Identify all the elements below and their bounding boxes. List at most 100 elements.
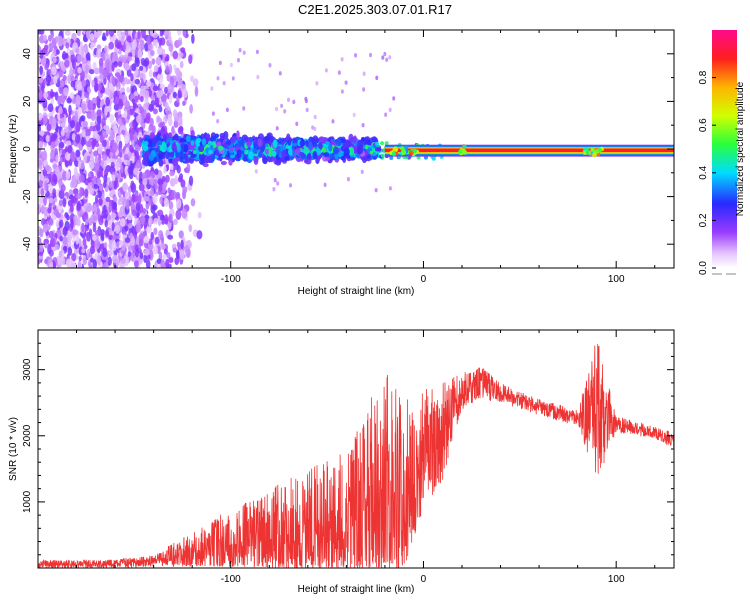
heatmap-cell <box>132 39 137 50</box>
heatmap-cell <box>159 83 165 90</box>
heatmap-cell <box>146 36 151 46</box>
heatmap-cell <box>164 214 169 225</box>
heatmap-cell <box>138 137 143 148</box>
heatmap-cell <box>369 52 373 58</box>
heatmap-cell <box>87 176 92 183</box>
heatmap-cell <box>39 49 44 59</box>
heatmap-cell <box>272 187 276 192</box>
heatmap-cell <box>38 112 43 121</box>
heatmap-cell <box>244 149 249 155</box>
heatmap-cell <box>97 254 102 266</box>
heatmap-cell <box>375 75 379 81</box>
heatmap-cell <box>75 121 81 133</box>
heatmap-cell <box>166 252 171 259</box>
heatmap-cell <box>167 194 172 202</box>
heatmap-cell <box>98 184 103 192</box>
heatmap-cell <box>112 34 117 41</box>
heatmap-cell <box>360 169 364 175</box>
heatmap-cell <box>135 222 142 233</box>
colorbar-tick-label: 0.0 <box>698 261 709 275</box>
heatmap-cell <box>84 91 90 99</box>
heatmap-cell <box>225 107 229 113</box>
heatmap-cell <box>176 30 182 36</box>
heatmap-cell <box>171 142 177 152</box>
heatmap-cell <box>158 105 163 113</box>
heatmap-cell <box>276 181 280 186</box>
heatmap-cell <box>92 223 97 233</box>
heatmap-cell <box>161 93 167 104</box>
heatmap-cell <box>98 170 102 178</box>
heatmap-cell <box>135 108 140 114</box>
heatmap-cell <box>151 58 156 65</box>
heatmap-cell <box>192 149 197 155</box>
heatmap-cell <box>172 50 179 60</box>
heatmap-cell <box>375 147 380 152</box>
heatmap-cell <box>113 124 118 134</box>
heatmap-cell <box>64 220 70 232</box>
heatmap-cell <box>323 152 330 158</box>
heatmap-cell <box>101 210 106 219</box>
heatmap-cell <box>125 198 130 210</box>
heatmap-cell <box>70 218 74 230</box>
heatmap-cell <box>148 69 153 78</box>
heatmap-cell <box>190 198 196 207</box>
heatmap-cell <box>168 35 172 44</box>
heatmap-cell <box>140 30 146 39</box>
heatmap-cell <box>124 30 129 36</box>
heatmap-cell <box>372 152 377 157</box>
heatmap-cell <box>248 151 254 160</box>
heatmap-cell <box>120 118 126 124</box>
heatmap-cell <box>585 149 590 155</box>
heatmap-cell <box>60 129 65 137</box>
heatmap-cell <box>58 199 63 207</box>
heatmap-cell <box>137 43 141 51</box>
heatmap-cell <box>58 107 63 115</box>
heatmap-cell <box>133 95 140 101</box>
heatmap-cell <box>105 30 109 37</box>
heatmap-cell <box>75 94 81 105</box>
heatmap-cell <box>590 147 595 152</box>
heatmap-cell <box>117 117 123 126</box>
heatmap-cell <box>123 110 128 118</box>
heatmap-cell <box>461 148 466 153</box>
heatmap-cell <box>159 214 165 221</box>
heatmap-cell <box>139 39 145 51</box>
heatmap-cell <box>65 52 69 60</box>
heatmap-cell <box>56 49 60 55</box>
heatmap-cell <box>179 156 184 163</box>
spectrogram-x-axis-label: Height of straight line (km) <box>298 286 415 297</box>
heatmap-cell <box>380 141 385 146</box>
heatmap-cell <box>283 109 287 114</box>
heatmap-cell <box>162 253 167 261</box>
heatmap-cell <box>220 160 227 166</box>
heatmap-cell <box>69 119 76 129</box>
heatmap-cell <box>336 139 342 147</box>
heatmap-cell <box>177 90 182 99</box>
heatmap-cell <box>98 57 104 67</box>
heatmap-cell <box>110 211 116 223</box>
heatmap-cell <box>78 255 82 262</box>
heatmap-cell <box>82 257 88 266</box>
heatmap-cell <box>98 218 104 226</box>
heatmap-cell <box>252 148 258 154</box>
heatmap-cell <box>81 103 87 111</box>
heatmap-cell <box>38 44 41 54</box>
heatmap-cell <box>70 151 76 162</box>
heatmap-cell <box>124 225 129 232</box>
heatmap-cell <box>124 135 130 145</box>
heatmap-cell <box>167 215 172 222</box>
heatmap-cell <box>113 60 118 68</box>
heatmap-cell <box>154 183 158 190</box>
heatmap-cell <box>86 86 91 93</box>
heatmap-cell <box>160 243 166 251</box>
heatmap-cell <box>82 128 86 138</box>
heatmap-cell <box>126 86 130 93</box>
heatmap-cell <box>186 163 191 174</box>
heatmap-cell <box>60 79 65 88</box>
heatmap-cell <box>77 159 82 169</box>
heatmap-cell <box>41 217 46 226</box>
heatmap-cell <box>38 165 43 171</box>
heatmap-cell <box>132 119 137 128</box>
heatmap-cell <box>53 75 58 85</box>
